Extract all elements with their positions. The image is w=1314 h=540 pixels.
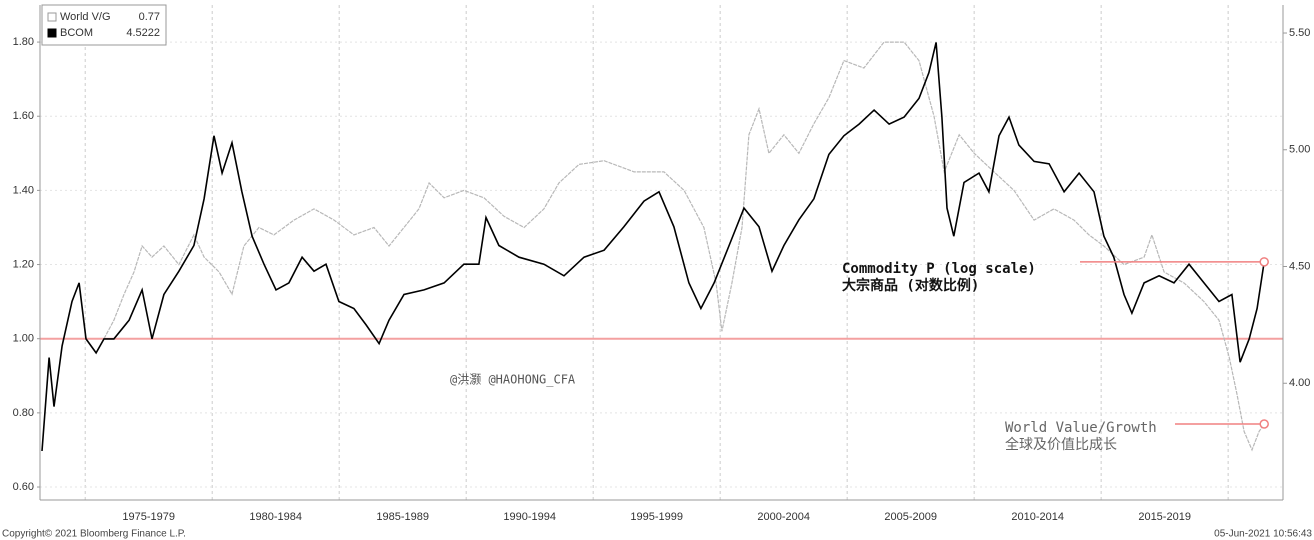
legend: World V/G 0.77 BCOM 4.5222 <box>41 4 167 46</box>
last-value-marker <box>1259 257 1269 267</box>
x-tick-label: 2005-2009 <box>884 511 937 523</box>
grid <box>40 5 1283 500</box>
legend-label: World V/G <box>60 11 111 23</box>
y2-tick-label: 4.00 <box>1289 377 1310 389</box>
annotation-text: World Value/Growth <box>1005 420 1157 436</box>
x-tick-label: 1975-1979 <box>122 511 175 523</box>
series-lines <box>41 41 1265 452</box>
y-tick-label: 0.80 <box>13 407 34 419</box>
y-tick-label: 1.00 <box>13 333 34 345</box>
y-tick-label: 1.60 <box>13 110 34 122</box>
annotation-text: Commodity P (log scale) <box>842 261 1036 277</box>
y2-tick-label: 5.50 <box>1289 27 1310 39</box>
y2-tick-label: 5.00 <box>1289 144 1310 156</box>
axes: 1975-1979 1980-1984 1985-1989 1990-1994 1995… <box>13 5 1310 523</box>
x-tick-label: 1990-1994 <box>503 511 556 523</box>
y-tick-label: 0.60 <box>13 481 34 493</box>
footer-right: 05-Jun-2021 10:56:43 <box>1214 529 1312 540</box>
legend-box <box>41 4 167 46</box>
y-tick-label: 1.20 <box>13 258 34 270</box>
legend-label: BCOM <box>60 27 93 39</box>
series-line <box>41 42 1265 452</box>
x-tick-label: 2000-2004 <box>757 511 810 523</box>
x-tick-label: 2010-2014 <box>1011 511 1064 523</box>
last-value-marker <box>1259 419 1269 429</box>
x-tick-label: 2015-2019 <box>1138 511 1191 523</box>
x-tick-label: 1985-1989 <box>376 511 429 523</box>
footer-left: Copyright© 2021 Bloomberg Finance L.P. <box>2 529 186 540</box>
legend-swatch <box>47 28 57 38</box>
y-tick-label: 1.80 <box>13 36 34 48</box>
legend-value: 4.5222 <box>126 27 160 39</box>
legend-swatch <box>47 12 57 22</box>
y-tick-label: 1.40 <box>13 184 34 196</box>
annotation-text: 全球及价值比成长 <box>1005 436 1117 453</box>
y2-tick-label: 4.50 <box>1289 260 1310 272</box>
x-tick-label: 1995-1999 <box>630 511 683 523</box>
legend-value: 0.77 <box>139 11 160 23</box>
watermark: @洪灏 @HAOHONG_CFA <box>450 372 576 387</box>
x-tick-label: 1980-1984 <box>249 511 302 523</box>
annotation-text: 大宗商品 (对数比例) <box>842 277 979 294</box>
